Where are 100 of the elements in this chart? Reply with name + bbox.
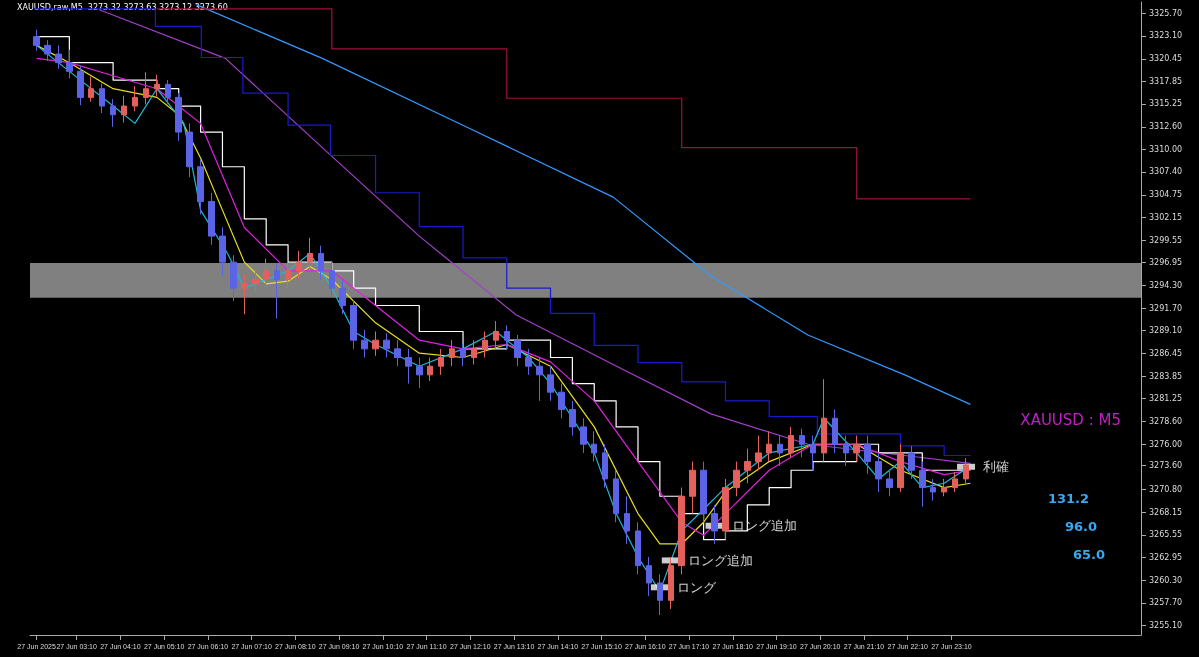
candlestick — [810, 435, 816, 471]
candlestick — [460, 343, 466, 367]
candlestick — [186, 122, 193, 178]
candlestick — [689, 461, 696, 515]
candlestick — [241, 273, 248, 315]
candlestick — [438, 348, 444, 376]
candlestick — [471, 339, 477, 365]
candlestick — [154, 74, 160, 98]
y-tick-label: 3294.30 — [1149, 281, 1183, 291]
candlestick — [143, 71, 149, 105]
y-tick-label: 3291.70 — [1149, 303, 1183, 313]
candlestick — [350, 299, 357, 350]
candlestick — [77, 65, 84, 106]
candlestick — [930, 478, 936, 502]
candlestick — [832, 409, 838, 454]
y-tick-label: 3283.85 — [1149, 371, 1183, 381]
candlestick — [525, 348, 532, 376]
candlestick — [318, 245, 324, 280]
candlestick — [875, 452, 882, 493]
candlestick — [110, 98, 116, 128]
candlestick — [493, 320, 499, 350]
candlestick — [536, 357, 543, 402]
annotation: 65.0 — [1072, 547, 1105, 562]
candlestick — [657, 573, 663, 616]
annotation: ロング追加 — [687, 552, 753, 568]
candlestick — [613, 469, 619, 523]
candlestick — [230, 254, 237, 302]
candlestick — [711, 504, 718, 545]
candlestick — [668, 556, 674, 610]
candlestick — [766, 430, 772, 463]
candlestick — [919, 461, 926, 508]
y-tick-label: 3304.75 — [1149, 190, 1183, 200]
candlestick — [788, 426, 794, 458]
candlestick — [44, 39, 51, 62]
candlestick — [372, 331, 379, 357]
candlestick — [558, 383, 565, 419]
y-tick-label: 3276.00 — [1149, 439, 1183, 449]
candlestick — [733, 461, 740, 497]
y-tick-label: 3299.55 — [1149, 235, 1183, 245]
candlestick — [383, 332, 390, 359]
candlestick — [908, 445, 915, 480]
candlestick — [427, 357, 433, 382]
candlestick — [55, 44, 62, 70]
candlestick — [722, 478, 729, 541]
candlestick — [394, 339, 401, 367]
candlestick — [307, 237, 313, 272]
candlestick — [963, 457, 969, 484]
candlestick — [121, 95, 127, 124]
y-tick-label: 3315.25 — [1149, 99, 1183, 109]
candlestick — [591, 430, 597, 463]
line-series — [195, 3, 972, 405]
candlestick — [208, 192, 215, 246]
candlestick — [416, 357, 423, 389]
candlestick — [678, 487, 685, 575]
y-tick-label: 3317.85 — [1149, 76, 1183, 86]
candlestick — [132, 85, 138, 112]
candlestick — [941, 478, 947, 497]
candlestick — [602, 443, 608, 489]
y-tick-label: 3255.10 — [1149, 620, 1183, 630]
candlestick — [296, 250, 302, 280]
annotation: 利確 — [983, 459, 1010, 475]
candlestick — [777, 435, 783, 467]
y-tick-label: 3307.40 — [1149, 167, 1183, 177]
y-tick-label: 3296.95 — [1149, 258, 1183, 268]
candlestick — [449, 339, 455, 367]
y-tick-label: 3320.45 — [1149, 54, 1183, 64]
annotation: XAUUSD : M5 — [1020, 410, 1122, 429]
candlestick — [755, 435, 762, 471]
annotation: 131.2 — [1047, 491, 1089, 506]
candlestick — [482, 331, 488, 359]
y-tick-label: 3286.45 — [1149, 349, 1183, 359]
candlestick — [569, 400, 576, 437]
y-tick-label: 3312.60 — [1149, 122, 1183, 132]
candlestick — [843, 435, 849, 467]
candlestick — [864, 435, 871, 475]
y-tick-label: 3323.10 — [1149, 31, 1183, 41]
y-tick-label: 3257.70 — [1149, 598, 1183, 608]
annotation: 96.0 — [1064, 519, 1097, 534]
y-tick-label: 3262.95 — [1149, 552, 1183, 562]
y-tick-label: 3273.60 — [1149, 460, 1183, 470]
candlestick — [624, 495, 630, 545]
candlestick — [175, 92, 182, 142]
candlestick — [504, 324, 510, 350]
candlestick — [897, 443, 904, 493]
candlestick — [853, 435, 860, 463]
y-tick-label: 3289.10 — [1149, 326, 1183, 336]
candlestick — [646, 556, 652, 597]
y-tick-label: 3310.00 — [1149, 144, 1183, 154]
candlestick — [329, 261, 335, 298]
y-tick-label: 3302.15 — [1149, 212, 1183, 222]
candlestick — [263, 258, 269, 287]
candlestick — [88, 76, 94, 103]
candlestick — [361, 329, 368, 359]
candlestick — [580, 417, 587, 454]
candlestick — [405, 348, 412, 385]
y-tick-label: 3325.70 — [1149, 8, 1183, 18]
candlestick — [165, 79, 171, 105]
candlestick — [274, 263, 280, 319]
candlestick — [285, 261, 291, 289]
candlestick — [252, 268, 259, 293]
